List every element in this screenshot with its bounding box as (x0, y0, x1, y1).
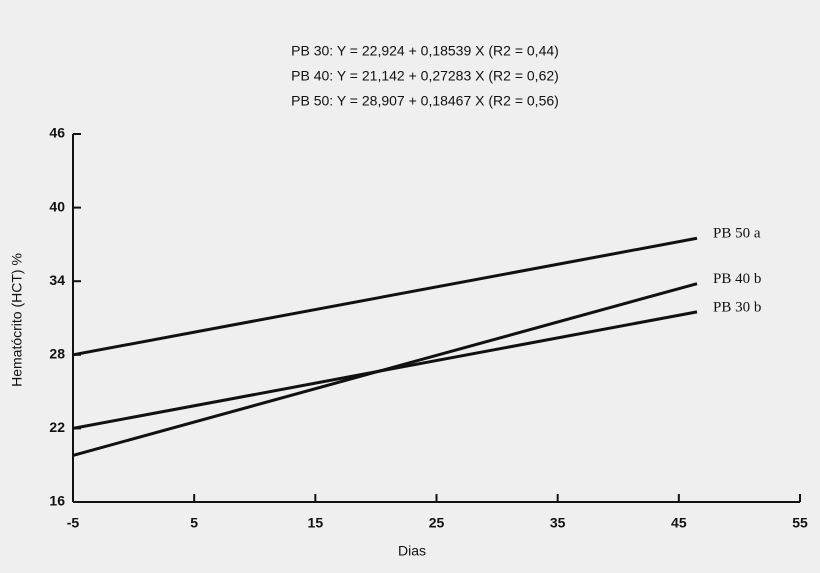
x-tick-label: 5 (190, 515, 198, 531)
x-tick-label: 15 (308, 515, 324, 531)
series-line (72, 310, 698, 430)
series-label: PB 30 b (713, 299, 761, 315)
series-line (72, 236, 698, 357)
subtitle: PB 50: Y = 28,907 + 0,18467 X (R2 = 0,56… (291, 93, 559, 109)
x-tick-label: 35 (550, 515, 566, 531)
series-label: PB 40 b (713, 271, 761, 287)
x-tick-label: 45 (671, 515, 687, 531)
y-axis-label: Hematócrito (HCT) % (9, 253, 25, 387)
x-axis-label: Dias (398, 543, 426, 559)
y-tick-label: 22 (49, 419, 65, 435)
x-tick-label: 55 (792, 515, 808, 531)
y-tick-label: 16 (49, 493, 65, 509)
x-tick-label: -5 (67, 515, 80, 531)
y-tick-label: 34 (49, 272, 65, 288)
y-tick-label: 28 (49, 346, 65, 362)
subtitle: PB 30: Y = 22,924 + 0,18539 X (R2 = 0,44… (291, 43, 559, 59)
series-label: PB 50 a (713, 226, 761, 242)
subtitle: PB 40: Y = 21,142 + 0,27283 X (R2 = 0,62… (291, 68, 559, 84)
x-tick-label: 25 (429, 515, 445, 531)
y-tick-label: 40 (49, 198, 65, 214)
y-tick-label: 46 (49, 125, 65, 141)
